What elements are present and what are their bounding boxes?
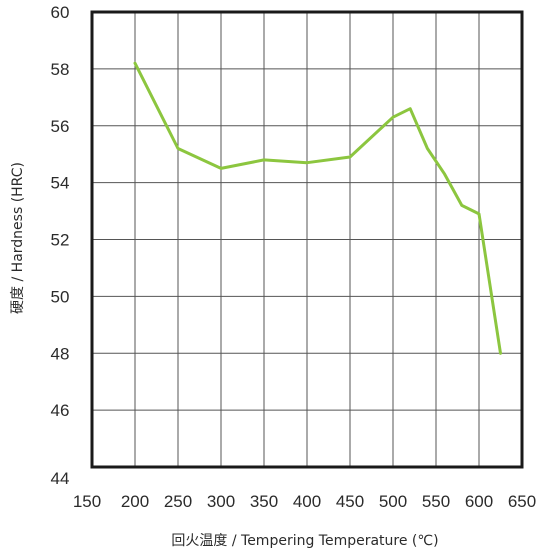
data-point [176,147,180,150]
data-point [133,61,137,65]
y-tick-46: 46 [51,401,70,420]
grid [92,12,522,467]
y-tick-58: 58 [51,60,70,79]
data-point [305,161,309,164]
y-tick-60: 60 [51,3,70,22]
data-point [426,147,429,150]
data-point [409,107,412,110]
data-point [391,116,395,119]
x-tick-400: 400 [293,492,321,511]
plot-frame [90,10,524,469]
y-tick-50: 50 [51,287,70,306]
y-tick-labels: 44 46 48 50 52 54 56 58 60 [51,3,70,488]
data-point [477,212,481,216]
y-axis-title: 硬度 / Hardness (HRC) [10,162,26,314]
x-tick-300: 300 [207,492,235,511]
x-tick-250: 250 [164,492,192,511]
data-point [499,352,502,355]
x-tick-150: 150 [73,492,101,511]
y-tick-44: 44 [51,469,70,488]
data-point [219,167,223,170]
x-tick-200: 200 [121,492,149,511]
y-tick-54: 54 [51,174,70,193]
y-tick-48: 48 [51,344,70,363]
data-point [348,155,352,159]
data-point [262,158,266,162]
y-tick-52: 52 [51,231,70,250]
x-tick-450: 450 [336,492,364,511]
x-tick-500: 500 [379,492,407,511]
x-tick-350: 350 [250,492,278,511]
x-tick-labels: 150 200 250 300 350 400 450 500 550 600 650 [73,492,536,511]
x-tick-550: 550 [422,492,450,511]
series-layer [133,61,502,355]
x-axis-title: 回火温度 / Tempering Temperature (℃) [171,533,438,549]
x-tick-650: 650 [508,492,536,511]
series-line-0 [133,61,502,355]
y-tick-56: 56 [51,117,70,136]
data-point [460,204,463,207]
data-point [443,172,446,176]
x-tick-600: 600 [465,492,493,511]
